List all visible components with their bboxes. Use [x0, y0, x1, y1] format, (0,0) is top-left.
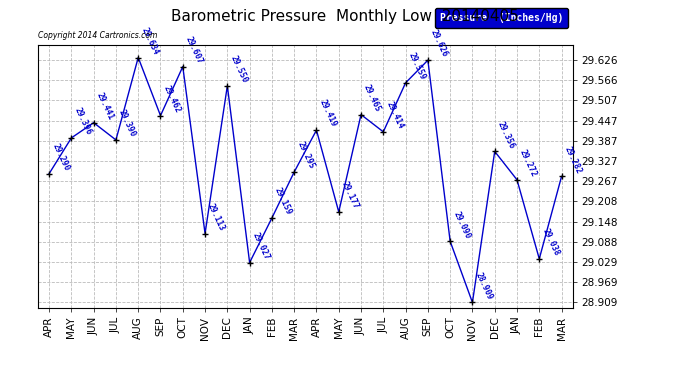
Text: 29.159: 29.159 — [273, 186, 293, 217]
Text: 29.027: 29.027 — [250, 231, 271, 261]
Text: 29.634: 29.634 — [139, 26, 160, 56]
Text: Copyright 2014 Cartronics.com: Copyright 2014 Cartronics.com — [38, 31, 157, 40]
Text: 29.396: 29.396 — [72, 106, 93, 136]
Text: 29.626: 29.626 — [429, 28, 449, 59]
Text: 29.295: 29.295 — [295, 140, 316, 171]
Text: 29.090: 29.090 — [451, 210, 472, 240]
Text: 28.909: 28.909 — [473, 271, 494, 301]
Text: 29.038: 29.038 — [540, 227, 561, 258]
Legend: Pressure  (Inches/Hg): Pressure (Inches/Hg) — [435, 8, 568, 28]
Text: 29.441: 29.441 — [95, 91, 115, 122]
Text: Barometric Pressure  Monthly Low  20140405: Barometric Pressure Monthly Low 20140405 — [171, 9, 519, 24]
Text: 29.559: 29.559 — [406, 51, 427, 81]
Text: 29.419: 29.419 — [317, 99, 338, 129]
Text: 29.550: 29.550 — [228, 54, 249, 84]
Text: 29.465: 29.465 — [362, 83, 383, 113]
Text: 29.607: 29.607 — [184, 35, 204, 65]
Text: 29.282: 29.282 — [562, 145, 583, 175]
Text: 29.177: 29.177 — [340, 180, 360, 210]
Text: 29.356: 29.356 — [496, 120, 516, 150]
Text: 29.290: 29.290 — [50, 142, 70, 172]
Text: 29.272: 29.272 — [518, 148, 539, 178]
Text: 29.390: 29.390 — [117, 108, 137, 139]
Text: 29.414: 29.414 — [384, 100, 405, 130]
Text: 29.113: 29.113 — [206, 202, 227, 232]
Text: 29.462: 29.462 — [161, 84, 182, 114]
